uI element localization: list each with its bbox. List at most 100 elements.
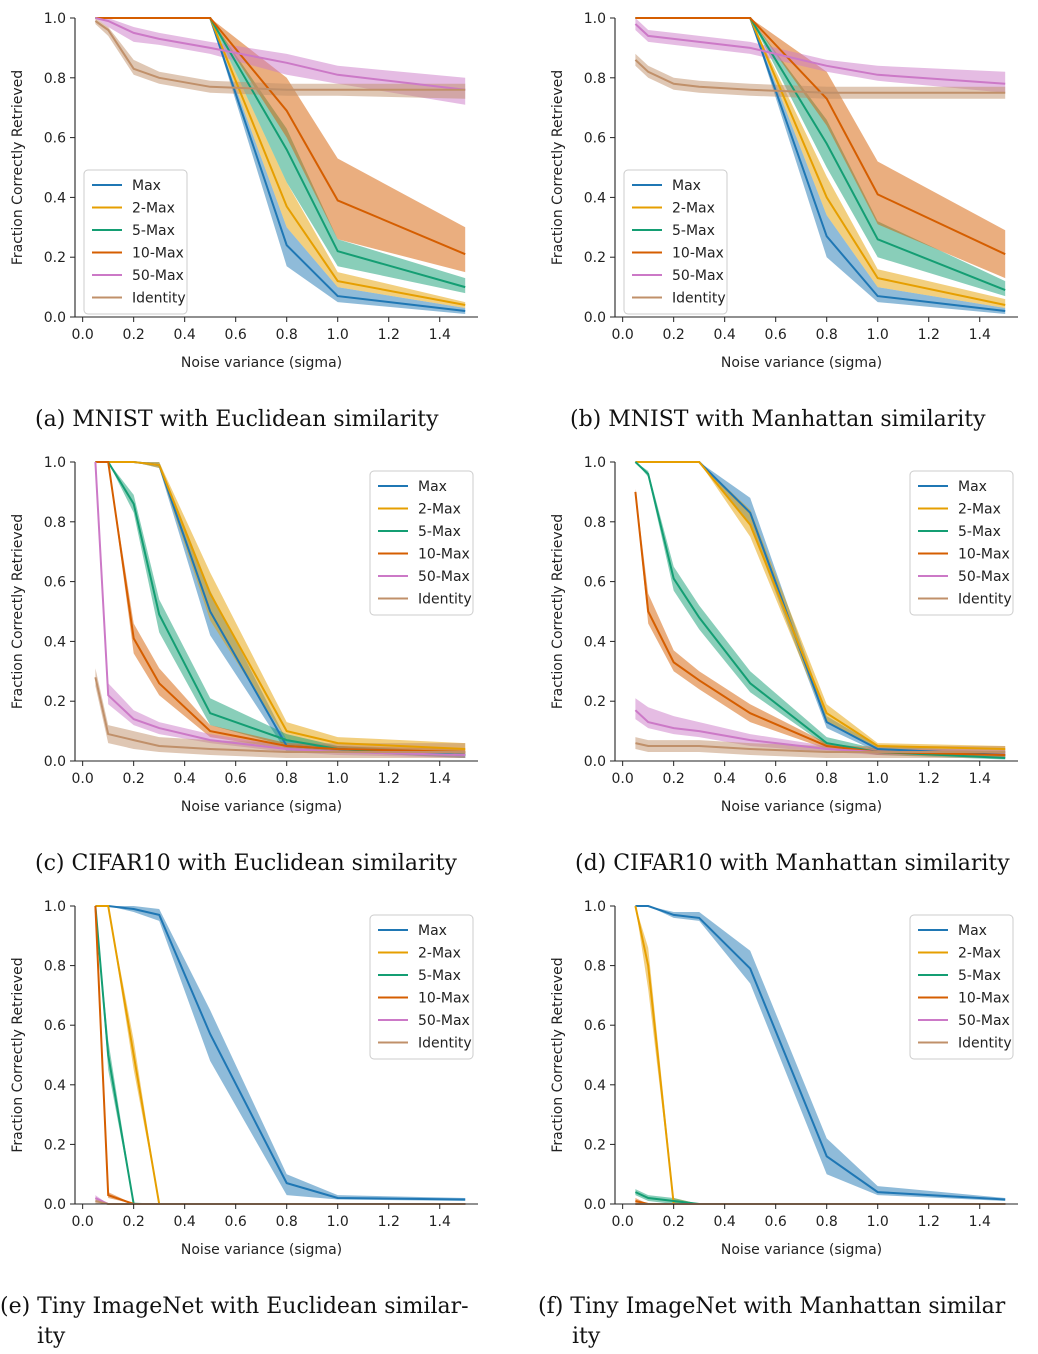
y-tick-label: 0.4 (44, 634, 66, 650)
legend-label: 5-Max (418, 524, 461, 540)
x-tick-label: 0.4 (714, 327, 736, 343)
legend-frame (909, 470, 1014, 616)
series-line (95, 905, 466, 1201)
y-tick-label: 1.0 (584, 455, 606, 471)
legend-label: Max (418, 923, 447, 939)
legend-label: 2-Max (958, 502, 1001, 518)
legend-label: 50-Max (132, 268, 184, 284)
y-tick-label: 0.4 (44, 1078, 66, 1094)
x-tick-label: 0.2 (663, 771, 685, 787)
confidence-band (95, 462, 466, 758)
legend-label: 50-Max (958, 569, 1010, 585)
figure-caption: (e) Tiny ImageNet with Euclidean similar… (0, 1294, 469, 1319)
x-tick-label: 0.2 (123, 327, 145, 343)
x-tick-label: 0.6 (765, 327, 787, 343)
chart-panel-d: 0.0 0.2 0.4 0.6 0.8 1.0 1.2 1.4 0.0 0.2 0.4 0.6 0.8 1… (550, 455, 1018, 876)
x-tick-label: 0.0 (72, 771, 94, 787)
legend-label: 2-Max (132, 201, 175, 217)
x-tick-label: 0.8 (276, 327, 298, 343)
legend-label: Max (672, 178, 701, 194)
legend-label: Identity (418, 592, 472, 608)
confidence-band (635, 18, 1006, 93)
x-tick-label: 0.8 (816, 771, 838, 787)
y-tick-label: 1.0 (44, 11, 66, 27)
y-tick-label: 0.8 (44, 71, 66, 87)
legend-label: 10-Max (132, 246, 184, 262)
confidence-band (635, 1189, 1006, 1204)
y-tick-label: 0.4 (584, 1078, 606, 1094)
series-line (634, 59, 1006, 94)
series-line (635, 905, 1006, 1201)
x-tick-label: 1.2 (378, 327, 400, 343)
series-line (635, 461, 1006, 750)
x-tick-label: 0.4 (174, 771, 196, 787)
y-tick-label: 0.2 (44, 1137, 66, 1153)
x-tick-label: 0.0 (612, 771, 634, 787)
y-tick-label: 1.0 (584, 11, 606, 27)
series-line (635, 17, 1006, 256)
y-tick-label: 0.8 (584, 959, 606, 975)
x-tick-label: 1.4 (969, 327, 991, 343)
x-tick-label: 0.4 (174, 327, 196, 343)
x-tick-label: 0.2 (663, 1214, 685, 1230)
series-line (95, 461, 466, 750)
chart-panel-c: 0.0 0.2 0.4 0.6 0.8 1.0 1.2 1.4 0.0 0.2 0.4 0.6 0.8 1… (10, 455, 478, 876)
figure-caption: (a) MNIST with Euclidean similarity (35, 407, 439, 432)
figure-caption: (c) CIFAR10 with Euclidean similarity (35, 851, 457, 876)
legend-label: Identity (958, 592, 1012, 608)
x-tick-label: 1.4 (429, 1214, 451, 1230)
y-tick-label: 0.6 (44, 131, 66, 147)
legend-label: 10-Max (672, 246, 724, 262)
legend-label: 2-Max (418, 502, 461, 518)
x-tick-label: 0.6 (225, 327, 247, 343)
y-tick-label: 1.0 (44, 455, 66, 471)
confidence-band (635, 18, 1006, 279)
x-tick-label: 1.0 (327, 1214, 349, 1230)
legend-label: Max (958, 923, 987, 939)
x-tick-label: 0.6 (225, 1214, 247, 1230)
figure-caption: ity (37, 1324, 66, 1349)
x-tick-label: 0.0 (72, 327, 94, 343)
y-tick-label: 0.8 (584, 71, 606, 87)
x-tick-label: 1.2 (918, 327, 940, 343)
legend-label: 50-Max (418, 1013, 470, 1029)
legend-label: Max (418, 479, 447, 495)
x-axis-label: Noise variance (sigma) (181, 1242, 342, 1258)
x-tick-label: 0.2 (123, 1214, 145, 1230)
x-tick-label: 0.0 (612, 1214, 634, 1230)
x-tick-label: 1.2 (378, 771, 400, 787)
x-tick-label: 1.4 (429, 327, 451, 343)
chart-panel-b: 0.0 0.2 0.4 0.6 0.8 1.0 1.2 1.4 0.0 0.2 0.4 0.6 0.8 1… (550, 11, 1018, 432)
legend-label: 2-Max (418, 946, 461, 962)
legend-label: 50-Max (418, 569, 470, 585)
x-tick-label: 0.4 (714, 771, 736, 787)
series-line (95, 17, 466, 256)
x-tick-label: 0.2 (663, 327, 685, 343)
legend-label: 2-Max (672, 201, 715, 217)
y-tick-label: 0.2 (584, 1137, 606, 1153)
x-tick-label: 0.8 (816, 1214, 838, 1230)
legend-label: 2-Max (958, 946, 1001, 962)
legend-label: 5-Max (418, 968, 461, 984)
x-tick-label: 1.0 (867, 327, 889, 343)
y-tick-label: 0.2 (44, 250, 66, 266)
y-tick-label: 0.0 (44, 310, 66, 326)
x-tick-label: 1.4 (969, 1214, 991, 1230)
legend-label: 5-Max (672, 223, 715, 239)
x-axis-label: Noise variance (sigma) (721, 355, 882, 371)
x-tick-label: 1.4 (429, 771, 451, 787)
y-tick-label: 0.6 (44, 1018, 66, 1034)
confidence-band (635, 698, 1006, 755)
y-tick-label: 0.4 (584, 634, 606, 650)
y-tick-label: 0.2 (44, 694, 66, 710)
legend-label: Identity (672, 291, 726, 307)
y-axis-label: Fraction Correctly Retrieved (10, 957, 26, 1152)
y-tick-label: 1.0 (584, 899, 606, 915)
confidence-band (95, 18, 466, 99)
y-tick-label: 0.0 (584, 754, 606, 770)
x-tick-label: 1.0 (327, 327, 349, 343)
x-tick-label: 0.4 (714, 1214, 736, 1230)
y-tick-label: 0.8 (584, 515, 606, 531)
legend-frame (83, 169, 188, 315)
figure-caption: ity (572, 1324, 601, 1349)
